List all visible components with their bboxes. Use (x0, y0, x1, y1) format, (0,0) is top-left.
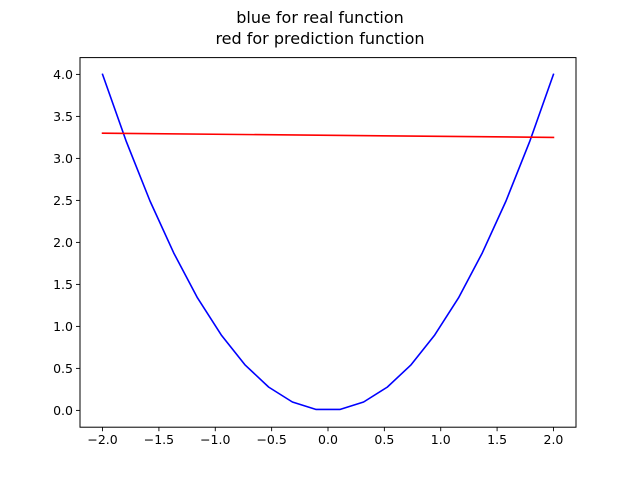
chart-title-line-1: blue for real function (236, 8, 404, 27)
x-tick-label: 1.5 (487, 432, 507, 447)
y-tick-label: 3.5 (53, 109, 73, 124)
y-axis: 0.0 0.5 1.0 1.5 2.0 2.5 3.0 3.5 4.0 (53, 67, 80, 418)
series-line-0 (101, 73, 555, 411)
x-tick-label: −1.5 (144, 432, 174, 447)
y-tick-label: 4.0 (53, 67, 73, 82)
y-tick-label: 1.0 (53, 319, 73, 334)
series-line-1 (101, 132, 555, 139)
plot-frame (79, 57, 577, 428)
chart-title-line-2: red for prediction function (215, 29, 425, 48)
y-tick-label: 2.0 (53, 235, 73, 250)
y-tick-label: 0.0 (53, 403, 73, 418)
x-tick-label: 1.0 (431, 432, 451, 447)
x-axis: −2.0 −1.5 −1.0 −0.5 0.0 0.5 1.0 1.5 2.0 (87, 427, 563, 447)
y-tick-label: 3.0 (53, 151, 73, 166)
x-tick-label: −1.0 (200, 432, 230, 447)
x-tick-label: 0.0 (318, 432, 338, 447)
y-tick-label: 1.5 (53, 277, 73, 292)
x-tick-label: 2.0 (544, 432, 564, 447)
y-tick-label: 0.5 (53, 361, 73, 376)
x-tick-label: −2.0 (87, 432, 117, 447)
y-tick-label: 2.5 (53, 193, 73, 208)
x-tick-label: −0.5 (256, 432, 286, 447)
x-tick-label: 0.5 (374, 432, 394, 447)
series-layer (101, 73, 555, 411)
